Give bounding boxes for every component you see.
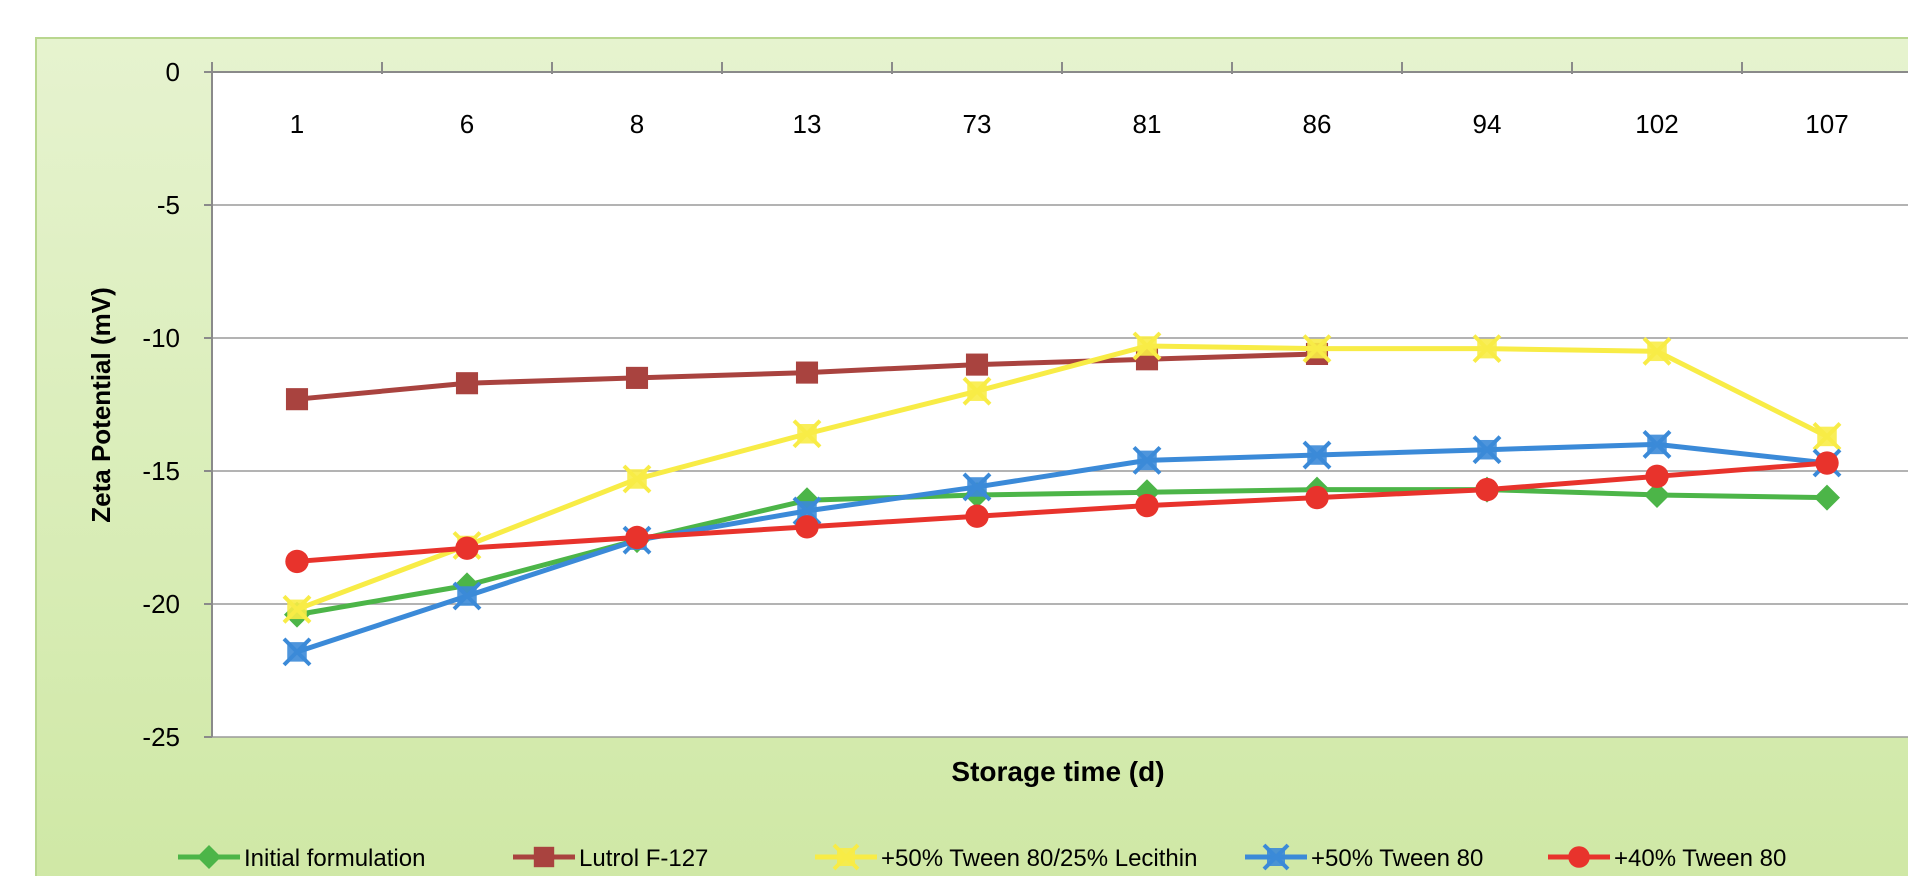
x-axis-label: Storage time (d) bbox=[951, 756, 1164, 787]
data-point bbox=[1475, 477, 1499, 502]
x-tick-label: 102 bbox=[1635, 109, 1678, 139]
x-tick-label: 81 bbox=[1133, 109, 1162, 139]
data-point bbox=[1305, 485, 1329, 510]
y-axis-label: Zeta Potential (mV) bbox=[86, 287, 116, 522]
y-tick-label: -10 bbox=[142, 323, 180, 353]
data-point bbox=[1302, 334, 1332, 364]
legend-label: +40% Tween 80 bbox=[1614, 845, 1786, 872]
legend-item: +50% Tween 80 bbox=[1245, 843, 1483, 872]
data-point bbox=[965, 353, 989, 376]
data-point bbox=[1645, 464, 1669, 489]
series-line bbox=[296, 487, 1828, 618]
data-point bbox=[625, 366, 649, 389]
data-point bbox=[1814, 484, 1840, 511]
series-line bbox=[296, 460, 1828, 564]
legend-marker bbox=[832, 843, 860, 871]
x-tick-label: 94 bbox=[1473, 109, 1502, 139]
data-point bbox=[282, 637, 312, 667]
legend-item: +50% Tween 80/25% Lecithin bbox=[815, 843, 1197, 872]
series-layer bbox=[282, 331, 1842, 667]
x-tick-labels: 1 6 8 13 73 81 86 94 102 107 bbox=[290, 109, 1849, 139]
y-tick-label: -25 bbox=[142, 722, 180, 752]
data-point bbox=[795, 361, 819, 384]
data-point bbox=[962, 472, 992, 502]
data-point bbox=[625, 525, 649, 550]
legend: Initial formulation Lutrol F-127 +50% Twee… bbox=[178, 843, 1786, 872]
data-point bbox=[622, 464, 652, 494]
x-axis bbox=[211, 62, 1908, 74]
y-tick-label: -5 bbox=[157, 190, 180, 220]
plot-area bbox=[212, 72, 1908, 737]
data-point bbox=[962, 376, 992, 406]
legend-marker bbox=[197, 845, 221, 869]
data-point bbox=[1132, 445, 1162, 475]
data-point bbox=[1642, 336, 1672, 366]
data-point bbox=[1815, 451, 1839, 475]
data-point bbox=[282, 594, 312, 624]
data-point bbox=[1472, 435, 1502, 465]
x-tick-label: 6 bbox=[460, 109, 474, 139]
legend-item: Initial formulation bbox=[178, 845, 425, 872]
data-point bbox=[792, 419, 822, 449]
y-tick-label: -15 bbox=[142, 456, 180, 486]
x-tick-label: 13 bbox=[793, 109, 822, 139]
data-point bbox=[1302, 440, 1332, 470]
x-tick-label: 73 bbox=[963, 109, 992, 139]
legend-label: +50% Tween 80/25% Lecithin bbox=[881, 845, 1197, 872]
data-point bbox=[1642, 429, 1672, 459]
data-point bbox=[455, 372, 479, 395]
series-line bbox=[296, 343, 1829, 612]
data-point bbox=[452, 581, 482, 611]
y-axis bbox=[204, 71, 213, 738]
legend-item: +40% Tween 80 bbox=[1548, 845, 1786, 872]
x-tick-label: 1 bbox=[290, 109, 304, 139]
data-point bbox=[285, 549, 309, 574]
series-1 bbox=[285, 342, 1329, 411]
legend-item: Lutrol F-127 bbox=[513, 845, 708, 872]
data-point bbox=[285, 388, 309, 411]
legend-marker bbox=[533, 846, 555, 868]
data-point bbox=[965, 504, 989, 528]
series-4 bbox=[285, 451, 1839, 574]
data-point bbox=[1132, 331, 1162, 361]
x-tick-label: 86 bbox=[1303, 109, 1332, 139]
data-point bbox=[1135, 493, 1159, 518]
legend-marker bbox=[1262, 843, 1290, 871]
data-point bbox=[1644, 481, 1670, 508]
data-point bbox=[1472, 334, 1502, 364]
series-3 bbox=[282, 429, 1842, 667]
data-point bbox=[455, 536, 479, 560]
legend-label: Initial formulation bbox=[244, 845, 425, 872]
gridlines bbox=[212, 204, 1908, 738]
x-tick-label: 107 bbox=[1805, 109, 1848, 139]
y-tick-labels: 0 -5 -10 -15 -20 -25 bbox=[142, 57, 180, 752]
series-line bbox=[296, 441, 1828, 655]
x-tick-label: 8 bbox=[630, 109, 644, 139]
y-tick-label: -20 bbox=[142, 589, 180, 619]
legend-label: Lutrol F-127 bbox=[579, 845, 708, 872]
data-point bbox=[795, 515, 819, 539]
data-point bbox=[1812, 422, 1842, 451]
y-tick-label: 0 bbox=[166, 57, 180, 87]
legend-label: +50% Tween 80 bbox=[1311, 845, 1483, 872]
legend-marker bbox=[1568, 846, 1590, 868]
